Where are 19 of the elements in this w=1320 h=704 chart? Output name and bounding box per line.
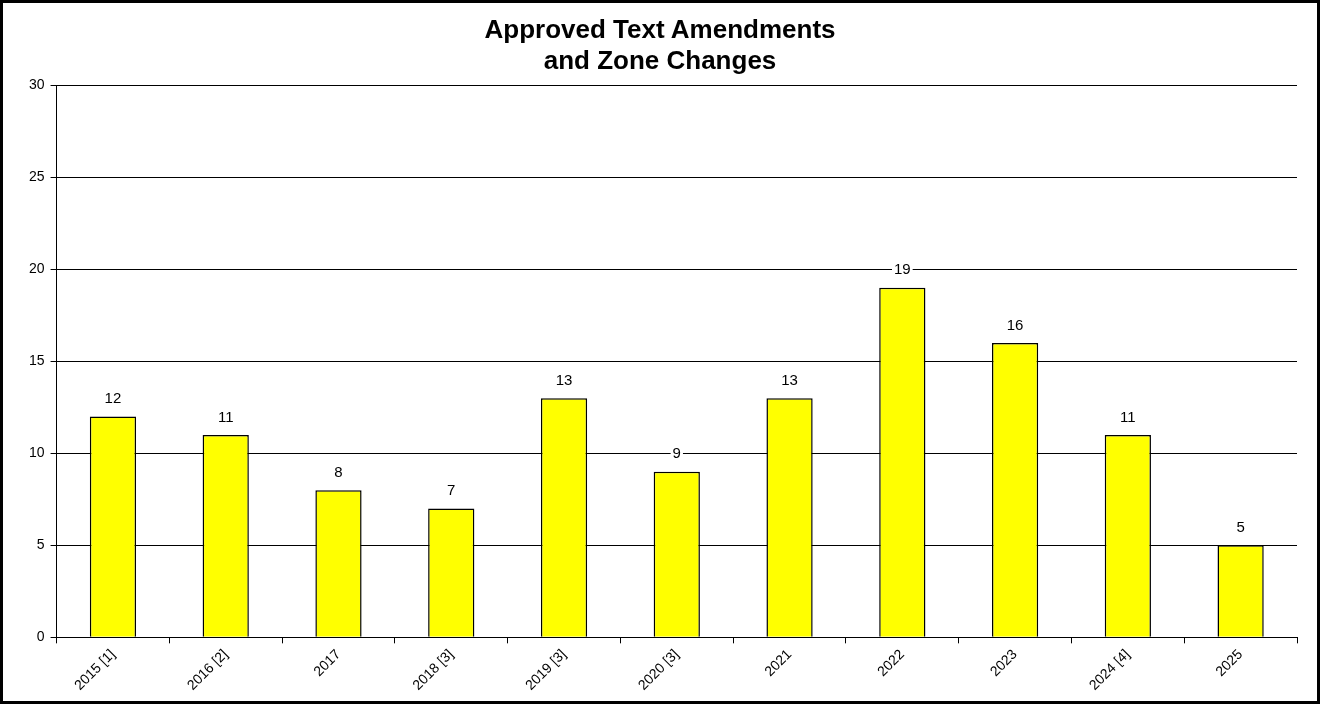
y-tick-label: 20 [28, 260, 45, 277]
data-label: 7 [447, 481, 456, 499]
data-label: 11 [217, 407, 234, 425]
y-tick-label: 15 [28, 352, 45, 369]
data-label: 9 [672, 444, 681, 462]
data-label: 5 [1236, 517, 1245, 535]
chart-title: Approved Text Amendments and Zone Changes [484, 13, 836, 75]
data-label: 12 [104, 389, 122, 407]
data-label: 11 [1120, 407, 1136, 425]
data-label: 8 [334, 462, 343, 480]
data-label: 13 [781, 370, 798, 388]
data-label: 16 [1006, 315, 1024, 333]
y-tick-label: 10 [28, 444, 45, 461]
data-label: 19 [893, 260, 911, 278]
y-tick-label: 30 [28, 76, 45, 93]
y-tick-label: 25 [28, 168, 45, 185]
data-label: 13 [555, 370, 573, 388]
y-tick-label: 0 [36, 628, 45, 645]
y-tick-label: 5 [36, 536, 45, 553]
